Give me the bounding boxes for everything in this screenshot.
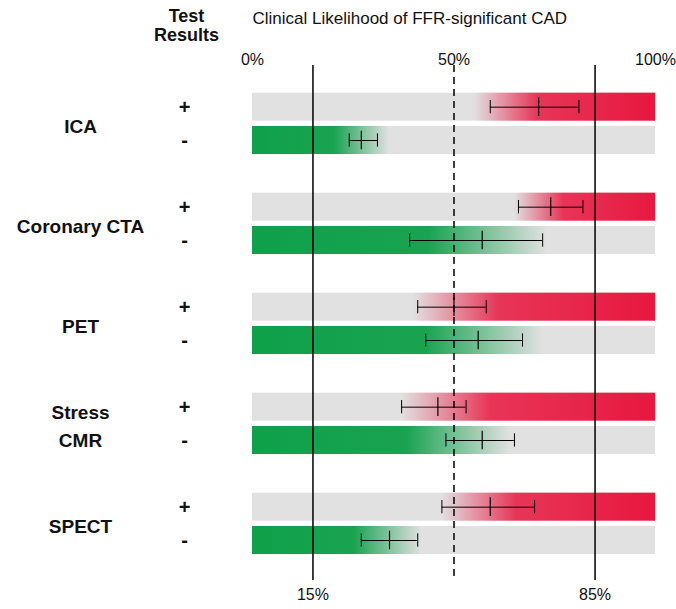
svg-text:Coronary CTA: Coronary CTA (17, 216, 145, 237)
svg-text:SPECT: SPECT (49, 516, 113, 537)
svg-text:+: + (179, 196, 191, 218)
svg-text:15%: 15% (297, 586, 329, 603)
svg-text:+: + (179, 96, 191, 118)
svg-text:-: - (181, 329, 188, 351)
svg-text:+: + (179, 496, 191, 518)
svg-text:-: - (181, 129, 188, 151)
svg-text:ICA: ICA (64, 116, 97, 137)
svg-text:50%: 50% (438, 51, 470, 68)
svg-text:+: + (179, 296, 191, 318)
svg-text:StressCMR: StressCMR (51, 402, 109, 452)
svg-text:TestResults: TestResults (154, 6, 219, 45)
svg-text:PET: PET (62, 316, 99, 337)
svg-text:-: - (181, 529, 188, 551)
svg-text:-: - (181, 429, 188, 451)
svg-text:100%: 100% (635, 51, 676, 68)
svg-text:0%: 0% (241, 51, 264, 68)
svg-text:+: + (179, 396, 191, 418)
svg-text:Clinical Likelihood of FFR-sig: Clinical Likelihood of FFR-significant C… (253, 9, 568, 28)
svg-text:-: - (181, 229, 188, 251)
svg-text:85%: 85% (579, 586, 611, 603)
